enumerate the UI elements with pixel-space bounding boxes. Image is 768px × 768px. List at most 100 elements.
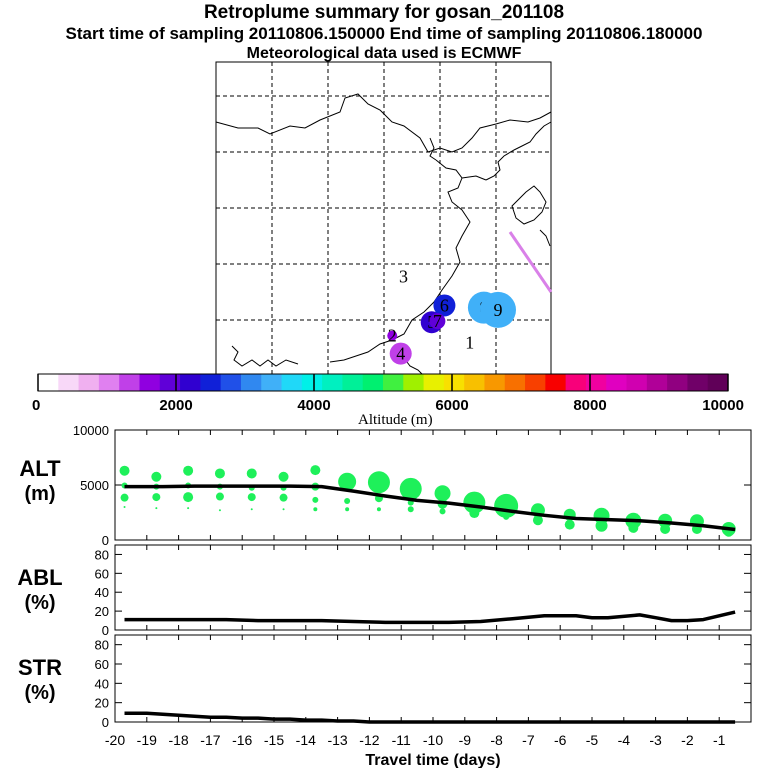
colorbar-swatch [585, 374, 607, 391]
colorbar-swatch [58, 374, 80, 391]
panel-label-alt: ALT [19, 456, 61, 481]
colorbar-swatch [180, 374, 201, 391]
colorbar-tick-label: 10000 [702, 397, 744, 414]
altitude-bubble [434, 485, 451, 502]
altitude-bubble [628, 522, 639, 533]
y-tick-label: 20 [95, 604, 109, 619]
x-tick-label: -4 [618, 732, 631, 748]
y-tick-label: 5000 [80, 478, 109, 493]
x-tick-label: -13 [327, 732, 347, 748]
panel-unit-alt: (m) [24, 483, 55, 505]
colorbar-swatch [322, 374, 343, 391]
colorbar-swatch [98, 374, 120, 391]
altitude-bubble [660, 524, 671, 534]
altitude-bubble [282, 508, 285, 511]
altitude-bubble [399, 477, 422, 500]
altitude-bubble [344, 497, 351, 504]
y-tick-label: 60 [95, 657, 109, 672]
altitude-bubble [345, 507, 350, 512]
altitude-bubble [250, 508, 253, 511]
colorbar-swatch [383, 374, 404, 391]
altitude-bubble [338, 472, 357, 491]
x-tick-label: -12 [359, 732, 379, 748]
cluster-bubble [429, 313, 446, 330]
cluster-bubble [387, 330, 398, 341]
y-tick-label: 80 [95, 638, 109, 653]
cluster-label: 4 [396, 344, 405, 364]
x-tick-label: -15 [264, 732, 284, 748]
colorbar-swatch [545, 374, 567, 391]
cluster-label: 9 [494, 300, 503, 320]
chart-title: Retroplume summary for gosan_201108 [203, 2, 565, 23]
y-tick-label: 20 [95, 696, 109, 711]
altitude-bubble [310, 465, 321, 476]
colorbar-swatch [240, 374, 262, 391]
cluster-label: 7 [433, 311, 442, 331]
altitude-bubble [246, 468, 257, 479]
colorbar-swatch [301, 374, 323, 391]
x-tick-label: -19 [137, 732, 157, 748]
x-tick-label: -16 [232, 732, 252, 748]
panel-unit-str: (%) [24, 682, 55, 704]
series-line-str [124, 711, 736, 724]
panel-label-str: STR [18, 655, 62, 680]
x-axis-title: Travel time (days) [365, 752, 500, 768]
altitude-bubble [279, 493, 288, 502]
colorbar-swatch [200, 374, 222, 391]
colorbar-swatch [525, 374, 546, 391]
colorbar-swatch [484, 374, 506, 391]
colorbar-tick-label: 0 [32, 397, 40, 414]
colorbar-tick-label: 6000 [435, 397, 468, 414]
altitude-bubble [123, 506, 126, 508]
x-tick-label: -11 [392, 732, 411, 748]
x-tick-label: -6 [554, 732, 567, 748]
y-tick-label: 60 [95, 566, 109, 581]
y-tick-label: 0 [102, 623, 109, 638]
altitude-bubble [595, 519, 608, 532]
altitude-bubble [120, 493, 129, 502]
series-line-abl [124, 610, 736, 625]
altitude-bubble [187, 507, 190, 510]
colorbar-swatch [423, 374, 445, 391]
map-graticule [216, 62, 551, 376]
altitude-bubble [367, 471, 390, 494]
y-tick-label: 0 [102, 533, 109, 548]
x-tick-label: -18 [168, 732, 188, 748]
x-tick-label: -1 [713, 732, 726, 748]
colorbar-label: Altitude (m) [358, 412, 433, 428]
colorbar-tick-label: 2000 [159, 397, 192, 414]
colorbar-tick-label: 4000 [297, 397, 330, 414]
panel-unit-abl: (%) [24, 592, 55, 614]
x-tick-label: -8 [490, 732, 503, 748]
colorbar-swatch [139, 374, 161, 391]
colorbar-swatch [78, 374, 100, 391]
altitude-bubble [119, 465, 130, 476]
altitude-bubble [151, 471, 162, 482]
colorbar-swatch [626, 374, 648, 391]
altitude-bubble [469, 508, 480, 519]
colorbar-swatch [443, 374, 465, 391]
colorbar-swatch [362, 374, 384, 391]
colorbar-swatch [159, 374, 181, 391]
altitude-colorbar [37, 373, 729, 392]
x-tick-label: -20 [105, 732, 125, 748]
x-tick-label: -7 [522, 732, 535, 748]
colorbar-swatch [220, 374, 242, 391]
altitude-bubble [532, 515, 543, 526]
colorbar-swatch [281, 374, 303, 391]
colorbar-swatch [687, 374, 709, 391]
colorbar-tick-label: 8000 [573, 397, 606, 414]
altitude-bubble [183, 492, 194, 503]
altitude-bubble [183, 465, 194, 476]
x-tick-label: -14 [296, 732, 316, 748]
altitude-bubble [152, 493, 161, 502]
colorbar-swatch [119, 374, 140, 391]
x-tick-label: -17 [200, 732, 220, 748]
altitude-bubble [218, 509, 221, 512]
colorbar-swatch [464, 374, 485, 391]
y-tick-label: 0 [102, 715, 109, 730]
x-tick-label: -3 [649, 732, 662, 748]
altitude-bubble [247, 493, 256, 502]
altitude-bubble [407, 506, 414, 513]
